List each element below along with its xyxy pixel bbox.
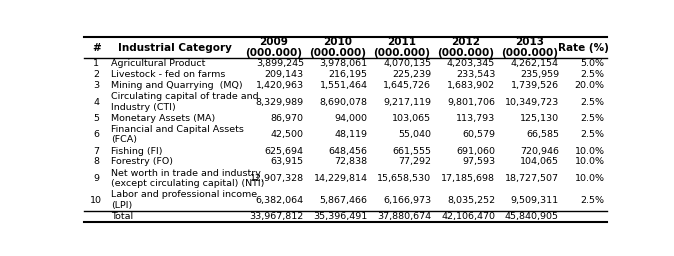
Text: Industrial Category: Industrial Category	[119, 42, 233, 52]
Text: 235,959: 235,959	[520, 70, 559, 79]
Text: 10.0%: 10.0%	[574, 157, 605, 166]
Text: #: #	[92, 42, 101, 52]
Text: 35,396,491: 35,396,491	[313, 212, 367, 221]
Text: 1,551,464: 1,551,464	[319, 81, 367, 90]
Text: 7: 7	[94, 147, 99, 156]
Text: Rate (%): Rate (%)	[558, 42, 609, 52]
Text: 10,349,723: 10,349,723	[505, 98, 559, 106]
Text: 6: 6	[94, 130, 99, 139]
Text: 2: 2	[94, 70, 99, 79]
Text: 9,217,119: 9,217,119	[384, 98, 431, 106]
Text: Livestock - fed on farms: Livestock - fed on farms	[111, 70, 225, 79]
Text: Financial and Capital Assets
(FCA): Financial and Capital Assets (FCA)	[111, 125, 243, 144]
Text: 77,292: 77,292	[398, 157, 431, 166]
Text: 2011
(000.000): 2011 (000.000)	[373, 37, 430, 58]
Text: 33,967,812: 33,967,812	[249, 212, 304, 221]
Text: 1,645,726: 1,645,726	[384, 81, 431, 90]
Text: Circulating capital of trade and
Industry (CTI): Circulating capital of trade and Industr…	[111, 92, 258, 112]
Text: 63,915: 63,915	[271, 157, 304, 166]
Text: 4: 4	[94, 98, 99, 106]
Text: 9,509,311: 9,509,311	[511, 196, 559, 205]
Text: 691,060: 691,060	[456, 147, 495, 156]
Text: 661,555: 661,555	[392, 147, 431, 156]
Text: 1: 1	[94, 59, 99, 68]
Text: 42,500: 42,500	[271, 130, 304, 139]
Text: 6,382,064: 6,382,064	[255, 196, 304, 205]
Text: 10: 10	[90, 196, 102, 205]
Text: 8: 8	[94, 157, 99, 166]
Text: Agricultural Product: Agricultural Product	[111, 59, 205, 68]
Text: 10.0%: 10.0%	[574, 147, 605, 156]
Text: 5,867,466: 5,867,466	[319, 196, 367, 205]
Text: 2010
(000.000): 2010 (000.000)	[309, 37, 367, 58]
Text: 5.0%: 5.0%	[580, 59, 605, 68]
Text: 2.5%: 2.5%	[580, 114, 605, 123]
Text: 125,130: 125,130	[520, 114, 559, 123]
Text: 12,907,328: 12,907,328	[250, 174, 304, 183]
Text: 233,543: 233,543	[456, 70, 495, 79]
Text: Net worth in trade and industry
(except circulating capital) (NTI): Net worth in trade and industry (except …	[111, 169, 264, 188]
Text: 1,683,902: 1,683,902	[447, 81, 495, 90]
Text: 625,694: 625,694	[265, 147, 304, 156]
Text: 2009
(000.000): 2009 (000.000)	[245, 37, 303, 58]
Text: Forestry (FO): Forestry (FO)	[111, 157, 173, 166]
Text: Fishing (FI): Fishing (FI)	[111, 147, 162, 156]
Text: Mining and Quarrying  (MQ): Mining and Quarrying (MQ)	[111, 81, 242, 90]
Text: 2.5%: 2.5%	[580, 196, 605, 205]
Text: 1,739,526: 1,739,526	[511, 81, 559, 90]
Text: 209,143: 209,143	[265, 70, 304, 79]
Text: 72,838: 72,838	[334, 157, 367, 166]
Text: Labor and professional income
(LPI): Labor and professional income (LPI)	[111, 190, 257, 210]
Text: 9: 9	[94, 174, 99, 183]
Text: 94,000: 94,000	[334, 114, 367, 123]
Text: 4,203,345: 4,203,345	[447, 59, 495, 68]
Text: 113,793: 113,793	[456, 114, 495, 123]
Text: 10.0%: 10.0%	[574, 174, 605, 183]
Text: 216,195: 216,195	[329, 70, 367, 79]
Text: 37,880,674: 37,880,674	[377, 212, 431, 221]
Text: 4,070,135: 4,070,135	[384, 59, 431, 68]
Text: 225,239: 225,239	[392, 70, 431, 79]
Text: 45,840,905: 45,840,905	[505, 212, 559, 221]
Text: 97,593: 97,593	[462, 157, 495, 166]
Text: 8,329,989: 8,329,989	[255, 98, 304, 106]
Text: 15,658,530: 15,658,530	[377, 174, 431, 183]
Text: 86,970: 86,970	[271, 114, 304, 123]
Text: 2.5%: 2.5%	[580, 130, 605, 139]
Text: 3: 3	[93, 81, 100, 90]
Text: 60,579: 60,579	[462, 130, 495, 139]
Text: 66,585: 66,585	[526, 130, 559, 139]
Text: 2013
(000.000): 2013 (000.000)	[501, 37, 557, 58]
Text: Total: Total	[111, 212, 133, 221]
Text: Monetary Assets (MA): Monetary Assets (MA)	[111, 114, 215, 123]
Text: 48,119: 48,119	[334, 130, 367, 139]
Text: 3,899,245: 3,899,245	[255, 59, 304, 68]
Text: 4,262,154: 4,262,154	[511, 59, 559, 68]
Text: 8,690,078: 8,690,078	[319, 98, 367, 106]
Text: 2.5%: 2.5%	[580, 70, 605, 79]
Text: 3,978,061: 3,978,061	[319, 59, 367, 68]
Text: 5: 5	[94, 114, 99, 123]
Text: 2012
(000.000): 2012 (000.000)	[437, 37, 494, 58]
Text: 42,106,470: 42,106,470	[441, 212, 495, 221]
Text: 18,727,507: 18,727,507	[505, 174, 559, 183]
Text: 1,420,963: 1,420,963	[255, 81, 304, 90]
Text: 9,801,706: 9,801,706	[447, 98, 495, 106]
Text: 103,065: 103,065	[392, 114, 431, 123]
Text: 8,035,252: 8,035,252	[447, 196, 495, 205]
Text: 55,040: 55,040	[398, 130, 431, 139]
Text: 648,456: 648,456	[329, 147, 367, 156]
Text: 2.5%: 2.5%	[580, 98, 605, 106]
Text: 720,946: 720,946	[520, 147, 559, 156]
Text: 17,185,698: 17,185,698	[441, 174, 495, 183]
Text: 20.0%: 20.0%	[574, 81, 605, 90]
Text: 104,065: 104,065	[520, 157, 559, 166]
Text: 6,166,973: 6,166,973	[384, 196, 431, 205]
Text: 14,229,814: 14,229,814	[313, 174, 367, 183]
